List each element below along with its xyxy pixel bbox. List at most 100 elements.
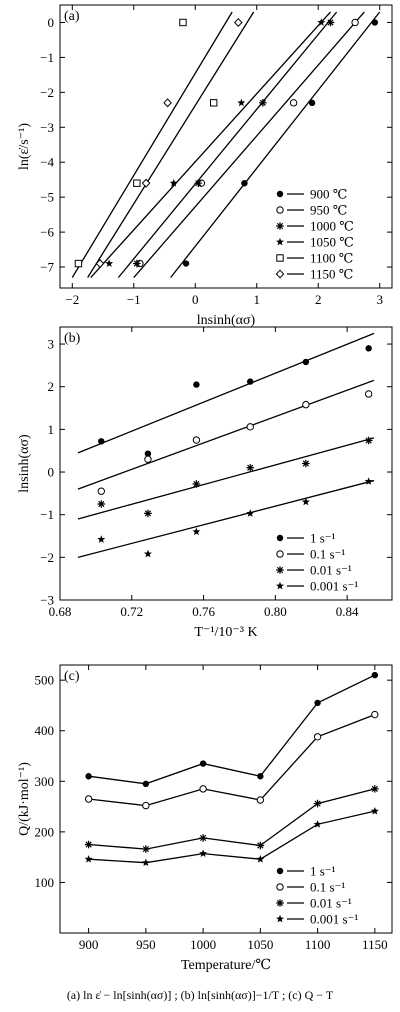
fit-line [170,11,381,278]
data-point [313,799,322,808]
data-point [351,18,359,27]
legend-marker [276,206,284,214]
y-tick-label: 100 [35,875,55,890]
x-tick-label: 1000 [190,937,216,952]
x-tick-label: 0.68 [49,604,72,619]
data-point [314,699,321,707]
data-point [365,345,372,352]
data-point [313,733,322,741]
series-3 [84,806,379,867]
data-point [247,378,254,385]
data-point [246,509,255,517]
data-point [246,463,255,472]
x-tick-label: 0.80 [264,604,287,619]
series-line [88,788,375,850]
legend-item: 0.001 s⁻¹ [276,579,358,594]
y-tick-label: 500 [35,673,55,688]
data-point [371,785,379,793]
legend-label: 1 s⁻¹ [310,531,336,546]
fit-line [133,11,365,278]
y-tick-label: 2 [48,379,55,394]
series-5 [87,11,255,278]
legend-label: 0.1 s⁻¹ [310,547,345,562]
legend-marker [276,254,284,262]
data-point [371,671,379,679]
data-point [133,179,141,187]
data-point [199,760,207,767]
y-tick-label: 0 [48,15,55,30]
legend-label: 1100 ℃ [310,251,353,266]
data-point [192,527,201,536]
fit-line [77,437,375,520]
data-point [199,849,208,858]
data-point [74,259,83,268]
y-tick-label: −5 [40,190,54,205]
fit-line [87,11,255,278]
chart-panel-c: 900 950 1000 1050 1100 1150 100 200 300 400 500 Tem… [17,664,393,973]
y-tick-label: −4 [40,155,54,170]
legend-label: 0.001 s⁻¹ [310,912,358,927]
fit-line [117,11,338,278]
data-point [144,509,152,518]
y-tick-label: −7 [40,260,54,275]
data-point [371,19,378,26]
panel-label: (b) [64,331,81,346]
x-tick-label: 3 [376,292,383,307]
data-point [97,500,106,508]
data-point [192,436,201,444]
x-tick-label: 1150 [362,937,388,952]
data-point [259,99,267,107]
series-line [88,674,376,785]
data-point [302,358,310,366]
legend-marker [276,190,284,198]
legend-label: 0.001 s⁻¹ [310,579,358,594]
legend-label: 1050 ℃ [310,235,354,250]
data-point [84,795,93,803]
y-axis-label: ln(ε̇/s⁻¹) [17,123,32,170]
data-point [142,845,150,853]
y-tick-label: 1 [48,422,55,437]
data-point [142,780,150,788]
series-1 [84,710,379,810]
data-point [302,400,310,409]
data-point [85,773,92,780]
fit-line [77,479,375,558]
data-point [169,178,178,187]
legend-marker [276,914,284,923]
data-point [192,480,201,488]
legend-label: 1 s⁻¹ [310,864,336,879]
series-0 [170,11,381,278]
legend-item: 0.1 s⁻¹ [276,547,345,562]
series-0 [85,671,379,788]
data-point [143,549,152,558]
series-2 [77,436,375,520]
legend-marker [276,566,284,574]
data-point [95,259,105,269]
legend-label: 1150 ℃ [310,267,353,282]
y-tick-label: −6 [40,225,54,240]
x-axis-label: Temperature/℃ [181,958,271,973]
data-point [289,99,298,107]
data-point [370,806,379,815]
data-point [98,438,105,445]
data-point [182,260,190,267]
data-point [210,99,218,107]
data-point [84,854,93,863]
x-tick-label: 900 [79,937,99,952]
plot-frame [59,664,393,934]
data-point [364,436,373,445]
legend-item: 950 ℃ [276,203,347,218]
data-point [199,785,207,793]
legend-label: 0.01 s⁻¹ [310,896,352,911]
y-tick-label: −2 [40,550,54,565]
legend-marker [276,899,284,907]
legend-marker [276,867,284,875]
x-tick-label: 1050 [247,937,273,952]
legend-item: 1150 ℃ [275,267,353,282]
data-point [141,178,151,188]
x-tick-label: −2 [65,292,79,307]
data-point [256,854,265,863]
x-tick-label: 950 [136,937,156,952]
y-axis-label: Q/(kJ·mol⁻¹) [17,762,32,836]
